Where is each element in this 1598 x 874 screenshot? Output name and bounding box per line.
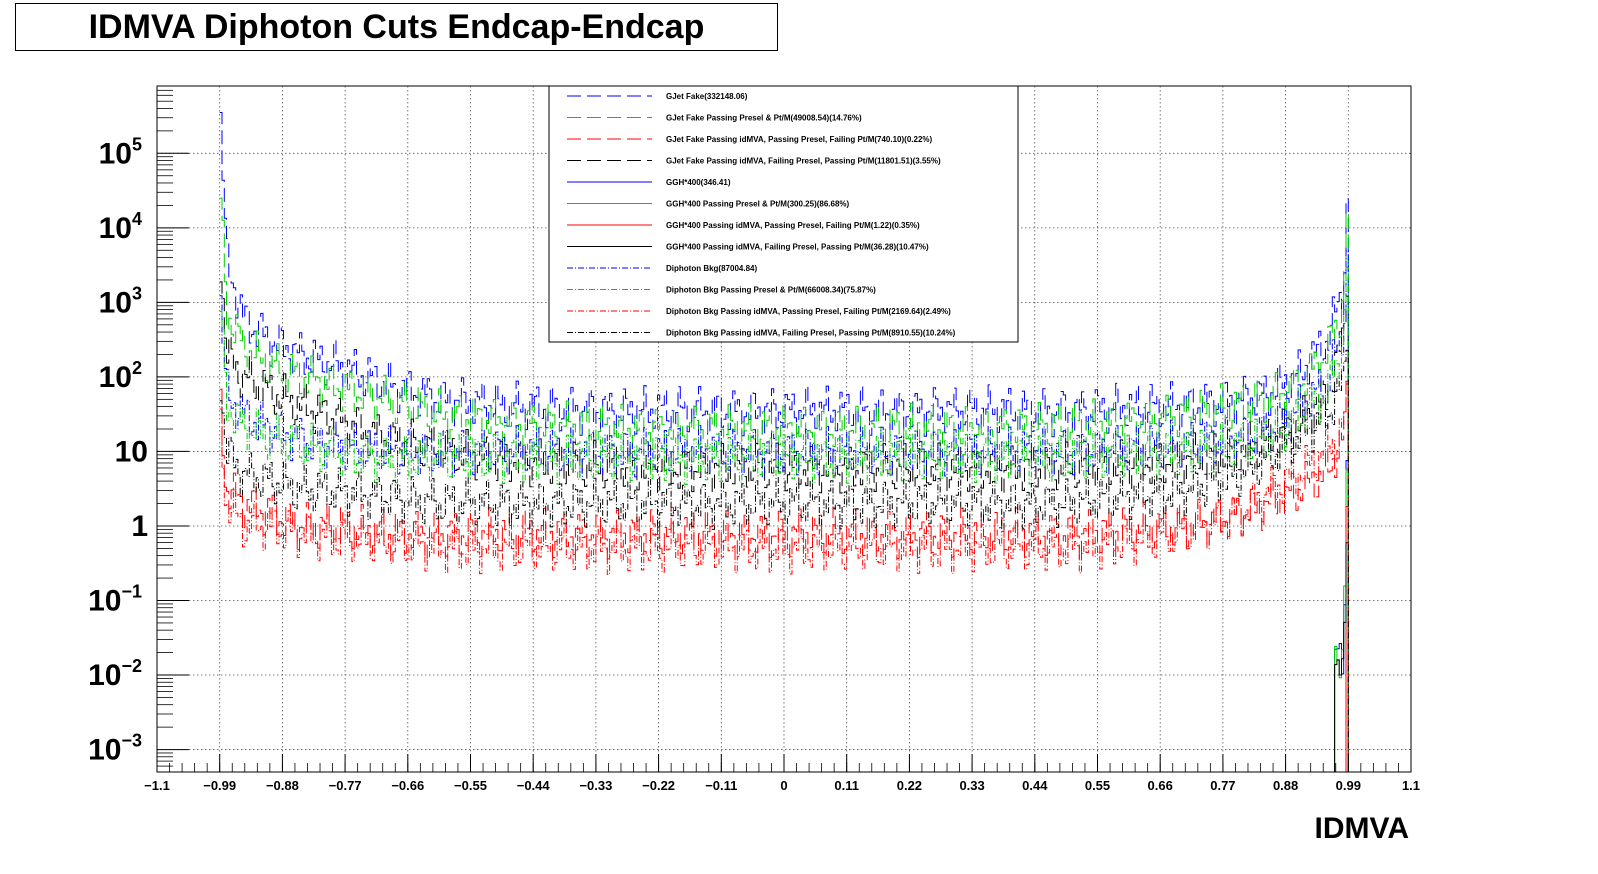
x-tick-label: 0.77	[1210, 778, 1235, 793]
y-tick-base: 10	[88, 734, 121, 767]
y-tick-exponent: −3	[121, 731, 142, 751]
series-line	[219, 349, 1349, 772]
y-tick-base: 10	[99, 137, 132, 170]
series-line	[219, 197, 1349, 772]
y-tick-exponent: −1	[121, 582, 142, 602]
y-tick-label: 104	[99, 209, 142, 245]
series-line	[219, 380, 1349, 772]
y-tick-base: 10	[99, 361, 132, 394]
x-tick-label: 1.1	[1402, 778, 1420, 793]
y-tick-exponent: 4	[132, 209, 142, 229]
x-axis-title: IDMVA	[1315, 812, 1409, 845]
legend-label: GJet Fake Passing idMVA, Failing Presel,…	[666, 157, 941, 166]
y-tick-label: 10−2	[88, 656, 142, 692]
y-tick-label: 10	[115, 435, 148, 468]
legend-label: Diphoton Bkg(87004.84)	[666, 264, 757, 273]
y-tick-label: 1	[131, 510, 148, 543]
x-tick-label: −0.22	[642, 778, 675, 793]
series-line	[219, 267, 1349, 772]
legend-label: GGH*400 Passing idMVA, Failing Presel, P…	[666, 243, 929, 252]
y-tick-base: 10	[99, 286, 132, 319]
legend-label: GJet Fake(332148.06)	[666, 92, 748, 101]
legend-label: GJet Fake Passing idMVA, Passing Presel,…	[666, 135, 933, 144]
x-tick-label: −0.55	[454, 778, 487, 793]
legend-box	[548, 85, 1019, 343]
legend-label: Diphoton Bkg Passing idMVA, Failing Pres…	[666, 329, 956, 338]
series-line	[1334, 542, 1349, 772]
x-tick-label: −0.11	[705, 778, 737, 793]
x-tick-label: −0.33	[579, 778, 612, 793]
legend-label: GGH*400 Passing idMVA, Passing Presel, F…	[666, 221, 920, 230]
x-tick-label: 0.33	[959, 778, 984, 793]
y-tick-base: 10	[115, 435, 148, 468]
y-tick-label: 105	[99, 134, 142, 170]
y-tick-base: 10	[88, 659, 121, 692]
chart-title: IDMVA Diphoton Cuts Endcap-Endcap	[88, 8, 705, 46]
title-box: IDMVA Diphoton Cuts Endcap-Endcap	[15, 3, 778, 51]
axes: −1.1 −0.99 −0.88 −0.77 −0.66 −0.55 −0.44 −0.33 −…	[88, 85, 1420, 793]
y-tick-base: 10	[99, 212, 132, 245]
legend-label: Diphoton Bkg Passing Presel & Pt/M(66008…	[666, 286, 876, 295]
legend: GJet Fake(332148.06) GJet Fake Passing Pr…	[548, 85, 1019, 343]
y-tick-exponent: 2	[132, 358, 142, 378]
y-tick-label: 10−3	[88, 731, 142, 767]
legend-label: Diphoton Bkg Passing idMVA, Passing Pres…	[666, 307, 951, 316]
x-tick-label: 0.22	[897, 778, 922, 793]
x-tick-label: 0.11	[834, 778, 859, 793]
y-tick-exponent: 5	[132, 134, 142, 154]
y-tick-exponent: 3	[132, 283, 142, 303]
x-tick-label: 0.66	[1148, 778, 1173, 793]
x-tick-label: 0.55	[1085, 778, 1110, 793]
y-tick-base: 10	[88, 585, 121, 618]
legend-label: GGH*400(346.41)	[666, 178, 731, 187]
x-tick-label: −0.88	[266, 778, 299, 793]
x-tick-label: 0.88	[1273, 778, 1298, 793]
series-line	[219, 281, 1349, 772]
x-tick-label: −0.66	[391, 778, 424, 793]
x-tick-label: 0.44	[1022, 778, 1048, 793]
series-layer	[219, 112, 1349, 772]
legend-label: GGH*400 Passing Presel & Pt/M(300.25)(86…	[666, 200, 850, 209]
series-line	[219, 383, 1349, 772]
x-tick-label: −0.44	[517, 778, 551, 793]
y-tick-label: 102	[99, 358, 142, 394]
y-tick-base: 1	[131, 510, 148, 543]
legend-label: GJet Fake Passing Presel & Pt/M(49008.54…	[666, 114, 862, 123]
y-tick-exponent: −2	[121, 656, 142, 676]
y-tick-label: 10−1	[88, 582, 142, 618]
x-tick-label: −0.77	[329, 778, 362, 793]
x-tick-label: 0.99	[1336, 778, 1361, 793]
series-line	[219, 250, 1349, 772]
x-tick-label: −0.99	[203, 778, 236, 793]
x-tick-label: −1.1	[144, 778, 170, 793]
x-tick-label: 0	[780, 778, 787, 793]
y-tick-label: 103	[99, 283, 142, 319]
